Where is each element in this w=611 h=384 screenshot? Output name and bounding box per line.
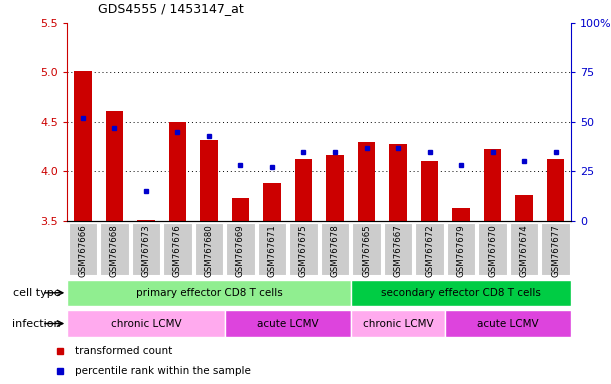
- Bar: [447, 223, 475, 275]
- Bar: [384, 223, 412, 275]
- Text: GSM767679: GSM767679: [456, 224, 466, 277]
- Bar: [353, 223, 381, 275]
- Bar: [452, 208, 470, 221]
- Text: GSM767677: GSM767677: [551, 224, 560, 277]
- Bar: [67, 310, 225, 337]
- Bar: [69, 223, 97, 275]
- Text: infection: infection: [12, 318, 61, 329]
- Bar: [351, 310, 445, 337]
- Text: GDS4555 / 1453147_at: GDS4555 / 1453147_at: [98, 2, 244, 15]
- Text: GSM767665: GSM767665: [362, 224, 371, 277]
- Text: GSM767670: GSM767670: [488, 224, 497, 277]
- Bar: [484, 149, 501, 221]
- Text: GSM767680: GSM767680: [205, 224, 213, 277]
- Bar: [358, 142, 375, 221]
- Text: GSM767666: GSM767666: [78, 224, 87, 277]
- Bar: [226, 223, 255, 275]
- Bar: [445, 310, 571, 337]
- Text: percentile rank within the sample: percentile rank within the sample: [75, 366, 251, 376]
- Bar: [351, 280, 571, 306]
- Text: GSM767671: GSM767671: [268, 224, 277, 277]
- Bar: [132, 223, 160, 275]
- Bar: [200, 140, 218, 221]
- Text: GSM767673: GSM767673: [142, 224, 150, 277]
- Text: GSM767675: GSM767675: [299, 224, 308, 277]
- Bar: [137, 220, 155, 221]
- Bar: [389, 144, 407, 221]
- Text: cell type: cell type: [13, 288, 61, 298]
- Text: chronic LCMV: chronic LCMV: [363, 318, 433, 329]
- Bar: [106, 111, 123, 221]
- Text: GSM767667: GSM767667: [393, 224, 403, 277]
- Bar: [326, 154, 343, 221]
- Text: transformed count: transformed count: [75, 346, 172, 356]
- Bar: [75, 71, 92, 221]
- Bar: [541, 223, 569, 275]
- Bar: [225, 310, 351, 337]
- Text: GSM767669: GSM767669: [236, 224, 245, 277]
- Text: GSM767678: GSM767678: [331, 224, 340, 277]
- Text: GSM767672: GSM767672: [425, 224, 434, 277]
- Text: acute LCMV: acute LCMV: [257, 318, 318, 329]
- Bar: [515, 195, 533, 221]
- Bar: [321, 223, 349, 275]
- Bar: [258, 223, 286, 275]
- Bar: [415, 223, 444, 275]
- Text: secondary effector CD8 T cells: secondary effector CD8 T cells: [381, 288, 541, 298]
- Bar: [547, 159, 564, 221]
- Bar: [169, 122, 186, 221]
- Bar: [421, 162, 438, 221]
- Bar: [232, 198, 249, 221]
- Bar: [163, 223, 192, 275]
- Bar: [510, 223, 538, 275]
- Bar: [295, 159, 312, 221]
- Text: GSM767668: GSM767668: [110, 224, 119, 277]
- Text: primary effector CD8 T cells: primary effector CD8 T cells: [136, 288, 282, 298]
- Text: acute LCMV: acute LCMV: [477, 318, 539, 329]
- Text: chronic LCMV: chronic LCMV: [111, 318, 181, 329]
- Text: GSM767676: GSM767676: [173, 224, 182, 277]
- Text: GSM767674: GSM767674: [519, 224, 529, 277]
- Bar: [263, 183, 280, 221]
- Bar: [290, 223, 318, 275]
- Bar: [100, 223, 129, 275]
- Bar: [478, 223, 507, 275]
- Bar: [195, 223, 223, 275]
- Bar: [67, 280, 351, 306]
